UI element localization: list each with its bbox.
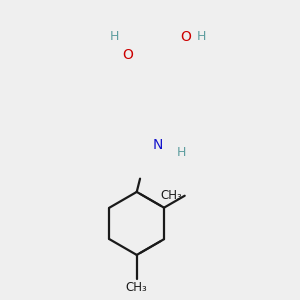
Text: H: H: [176, 146, 186, 158]
Text: H: H: [196, 30, 206, 43]
Text: H: H: [109, 30, 119, 43]
Text: O: O: [122, 48, 133, 62]
Text: CH₃: CH₃: [160, 189, 182, 202]
Text: N: N: [153, 138, 164, 152]
Text: O: O: [180, 30, 191, 44]
Text: CH₃: CH₃: [126, 281, 148, 295]
